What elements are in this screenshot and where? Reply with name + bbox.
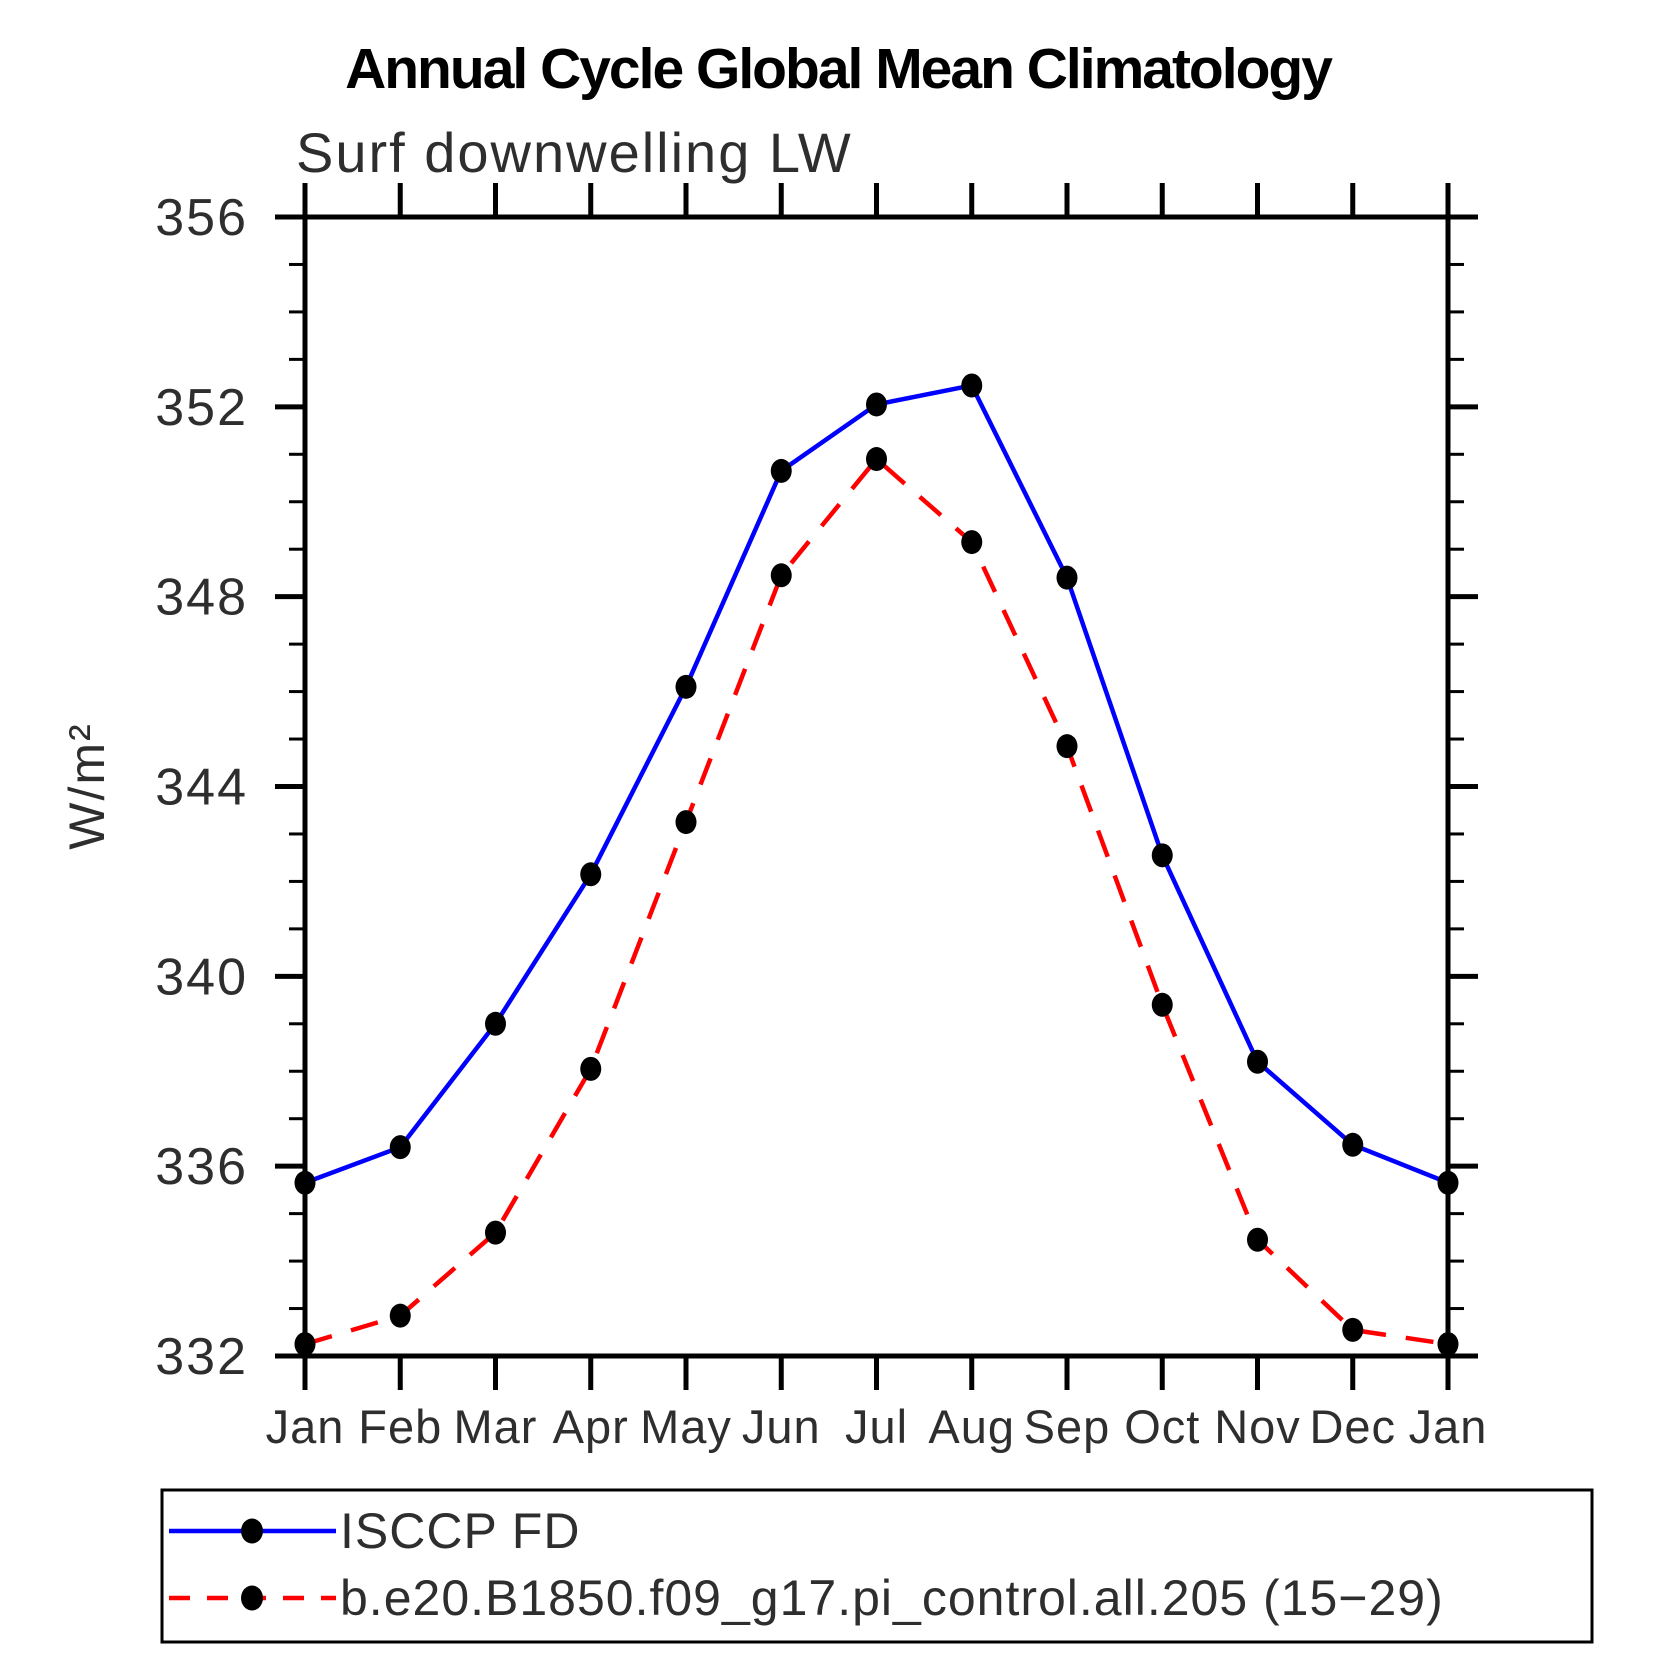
legend-marker [241,1585,263,1611]
data-point-marker [770,563,792,588]
data-point-marker [961,530,983,555]
data-point-marker [485,1011,506,1036]
data-point-marker [1056,565,1078,590]
x-tick-label: Oct [1124,1400,1200,1453]
series-line-1 [304,456,1449,1347]
x-tick-label: Jan [266,1400,345,1453]
data-point-marker [1056,734,1078,759]
legend-label-0: ISCCP FD [340,1503,580,1559]
data-point-marker [1342,1132,1364,1157]
x-tick-label: Jul [845,1400,908,1453]
data-point-marker [866,447,887,472]
data-point-marker [485,1220,506,1245]
data-point-marker [1342,1317,1364,1342]
x-tick-label: Jun [742,1400,821,1453]
x-tick-label: Sep [1024,1400,1111,1453]
y-tick-label: 332 [155,1328,248,1386]
data-point-marker [294,1332,316,1357]
x-tick-label: Feb [358,1400,442,1453]
chart-subtitle: Surf downwelling LW [296,121,853,184]
x-tick-label: Jan [1409,1400,1488,1453]
data-point-marker [580,1056,602,1081]
legend-frame [160,1488,1594,1644]
data-point-marker [389,1135,411,1160]
y-tick-label: 336 [155,1138,248,1196]
plot-frame [302,214,1451,1359]
data-series [294,373,1459,1357]
legend-label-1: b.e20.B1850.f09_g17.pi_control.all.205 (… [340,1570,1444,1626]
data-point-marker [675,810,697,835]
x-tick-label: Mar [454,1400,538,1453]
data-point-marker [866,392,887,417]
data-point-marker [675,674,697,699]
data-point-marker [580,862,602,887]
data-point-marker [1437,1332,1459,1357]
y-tick-label: 340 [155,948,248,1006]
data-point-marker [1151,992,1173,1017]
y-tick-label: 352 [155,379,248,437]
data-point-marker [294,1170,316,1195]
data-point-marker [389,1303,411,1328]
x-tick-label: Apr [553,1400,629,1453]
data-point-marker [1151,843,1173,868]
legend-marker [241,1518,263,1544]
y-tick-label: 344 [155,759,248,817]
x-tick-label: Aug [928,1400,1015,1453]
data-point-marker [961,373,983,398]
y-tick-label: 348 [155,569,248,627]
chart-title: Annual Cycle Global Mean Climatology [345,37,1333,101]
x-tick-label: Dec [1309,1400,1396,1453]
y-tick-label: 356 [155,189,248,247]
data-point-marker [770,458,792,483]
data-point-marker [1247,1227,1268,1252]
x-tick-label: Nov [1214,1400,1301,1453]
data-point-marker [1437,1170,1459,1195]
y-axis-label: W/m² [59,722,115,849]
series-line-0 [304,383,1449,1185]
data-point-marker [1247,1049,1268,1074]
x-tick-label: May [640,1400,732,1453]
legend-box: ISCCP FD b.e20.B1850.f09_g17.pi_control.a… [160,1488,1594,1644]
